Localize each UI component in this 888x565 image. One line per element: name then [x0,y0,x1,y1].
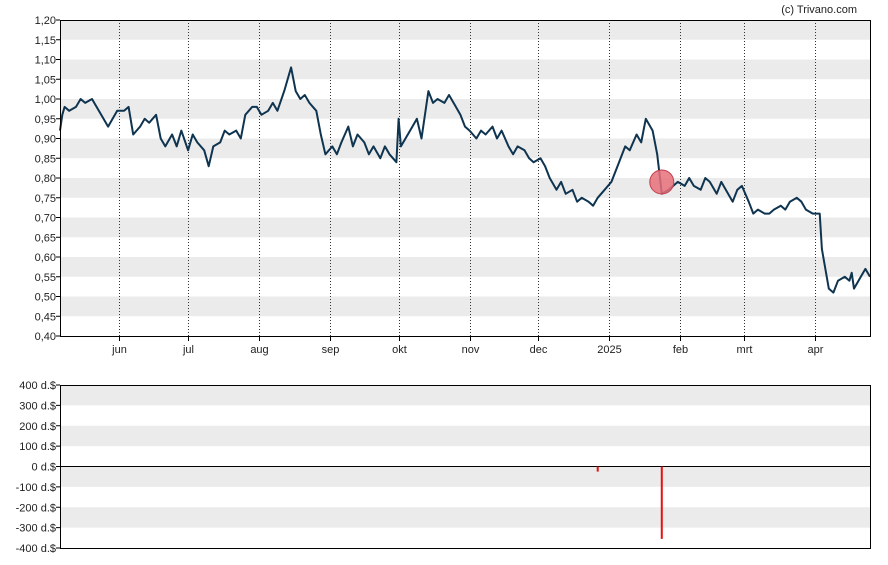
price-tick-label: 1,15 [35,35,56,47]
month-tick-label: dec [530,344,548,356]
volume-grid-band [60,385,870,406]
price-tick-label: 1,10 [35,55,56,67]
volume-tick-label: 100 d.$ [19,441,56,453]
price-tick-label: 0,70 [35,213,56,225]
month-tick-label: feb [673,344,688,356]
price-grid-band [60,59,870,80]
price-tick-label: 0,90 [35,134,56,146]
price-tick-label: 0,40 [35,331,56,343]
price-tick-label: 1,05 [35,74,56,86]
volume-tick-label: -200 d.$ [16,502,56,514]
volume-grid-band [60,466,870,487]
volume-tick-label: -400 d.$ [16,543,56,555]
volume-tick-label: -300 d.$ [16,523,56,535]
volume-grid-band [60,507,870,528]
month-tick-label: 2025 [597,344,621,356]
price-tick-label: 1,00 [35,94,56,106]
price-grid-band [60,20,870,40]
price-tick-label: 0,75 [35,193,56,205]
price-grid-band [60,217,870,238]
month-tick-label: mrt [737,344,753,356]
volume-grid-bands [60,385,870,528]
price-tick-label: 0,60 [35,252,56,264]
price-tick-label: 0,55 [35,272,56,284]
month-tick-label: sep [322,344,340,356]
price-grid-band [60,99,870,119]
month-tick-label: apr [808,344,824,356]
volume-bars [596,466,663,539]
price-grid-bands [60,20,870,317]
price-grid-band [60,138,870,159]
price-tick-label: 1,20 [35,15,56,27]
price-tick-label: 0,45 [35,311,56,323]
month-axis-labels: jun jul aug sep okt nov dec 2025 feb mrt apr [111,336,824,356]
price-grid-band [60,257,870,277]
price-grid-band [60,296,870,317]
volume-tick-label: 300 d.$ [19,400,56,412]
volume-tick-label: 200 d.$ [19,421,56,433]
credit-text: (c) Trivano.com [781,4,857,16]
price-grid-band [60,178,870,198]
volume-tick-label: 0 d.$ [32,462,56,474]
event-marker [649,169,675,195]
month-tick-label: jul [182,344,194,356]
price-tick-label: 0,95 [35,114,56,126]
price-tick-label: 0,65 [35,232,56,244]
volume-axis-labels: -400 d.$ -300 d.$ -200 d.$ -100 d.$ 0 d.$ 100… [16,380,60,555]
volume-tick-label: 400 d.$ [19,380,56,392]
price-tick-label: 0,50 [35,292,56,304]
month-tick-label: nov [462,344,480,356]
price-axis-labels: 0,40 0,45 0,50 0,55 0,60 0,65 0,70 0,75 0,80 0,85… [35,15,60,343]
volume-tick-label: -100 d.$ [16,482,56,494]
price-tick-label: 0,85 [35,153,56,165]
volume-grid-band [60,425,870,447]
month-tick-label: aug [250,344,268,356]
month-tick-label: jun [111,344,127,356]
price-plot-frame [60,20,871,337]
price-tick-label: 0,80 [35,173,56,185]
month-tick-label: okt [392,344,407,356]
price-series-line [59,66,871,294]
volume-plot-frame [60,385,871,549]
